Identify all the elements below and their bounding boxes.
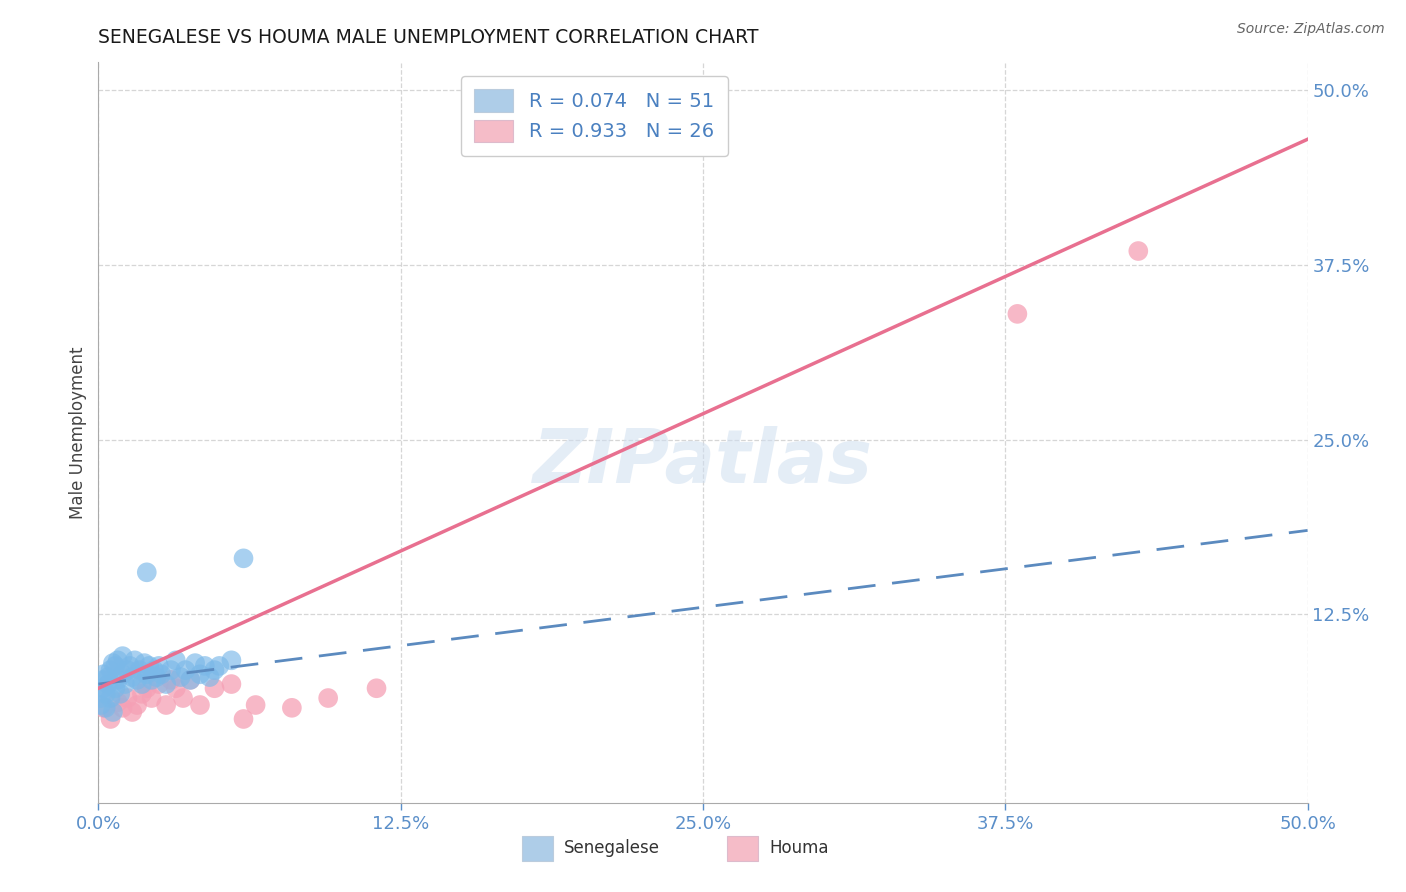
Point (111, 701, 134, 715)
Point (150, 667, 173, 681)
Point (188, 698, 211, 712)
Text: ZIPatlas: ZIPatlas (533, 425, 873, 499)
Point (174, 663, 197, 677)
Point (245, 698, 267, 712)
Point (281, 701, 304, 715)
Point (114, 677, 136, 691)
Point (198, 670, 221, 684)
Point (148, 659, 170, 673)
Point (101, 656, 124, 670)
Point (145, 670, 167, 684)
Point (107, 673, 129, 687)
Point (160, 673, 183, 687)
Text: Source: ZipAtlas.com: Source: ZipAtlas.com (1237, 22, 1385, 37)
Point (91, 701, 114, 715)
Point (104, 681, 127, 696)
Point (97, 677, 120, 691)
Point (208, 659, 231, 673)
Point (101, 705, 124, 719)
Point (127, 698, 149, 712)
Point (90, 698, 112, 712)
Point (117, 691, 139, 706)
Point (366, 681, 388, 696)
Point (141, 673, 163, 687)
Point (155, 698, 177, 712)
Point (1007, 307, 1029, 321)
Point (232, 551, 254, 566)
Point (111, 667, 134, 681)
Point (127, 673, 149, 687)
Point (1128, 244, 1150, 258)
Point (172, 691, 194, 706)
Text: Houma: Houma (769, 839, 830, 857)
Point (117, 663, 139, 677)
Point (232, 712, 254, 726)
Point (131, 677, 153, 691)
Point (118, 659, 141, 673)
Point (100, 691, 122, 706)
Point (107, 653, 129, 667)
Point (111, 649, 134, 664)
Point (90, 691, 112, 706)
Point (91, 681, 114, 696)
Point (194, 659, 217, 673)
Point (188, 667, 211, 681)
Point (134, 656, 156, 670)
Point (128, 663, 150, 677)
Point (184, 656, 207, 670)
Point (204, 681, 226, 696)
Y-axis label: Male Unemployment: Male Unemployment (69, 346, 87, 519)
Point (135, 667, 157, 681)
Point (91, 667, 114, 681)
Point (135, 681, 157, 696)
Point (94, 701, 117, 715)
Point (121, 670, 143, 684)
Point (108, 687, 131, 701)
Point (179, 673, 201, 687)
Point (131, 687, 153, 701)
Point (97, 670, 120, 684)
Point (91, 673, 114, 687)
Legend: R = 0.074   N = 51, R = 0.933   N = 26: R = 0.074 N = 51, R = 0.933 N = 26 (461, 76, 727, 156)
Point (135, 566, 157, 580)
Text: Senegalese: Senegalese (564, 839, 659, 857)
Point (148, 677, 170, 691)
Point (107, 695, 129, 709)
Point (165, 681, 187, 696)
Point (100, 663, 122, 677)
Point (143, 663, 166, 677)
Point (169, 670, 191, 684)
Point (100, 712, 122, 726)
Point (179, 673, 201, 687)
Text: SENEGALESE VS HOUMA MALE UNEMPLOYMENT CORRELATION CHART: SENEGALESE VS HOUMA MALE UNEMPLOYMENT CO… (98, 28, 759, 47)
Point (316, 691, 339, 706)
Point (165, 653, 187, 667)
Point (160, 663, 183, 677)
Point (94, 687, 117, 701)
Point (124, 653, 146, 667)
Point (138, 659, 160, 673)
Point (104, 659, 127, 673)
Point (221, 677, 243, 691)
Point (155, 677, 177, 691)
Point (121, 705, 143, 719)
Point (221, 653, 243, 667)
Point (141, 691, 163, 706)
Point (204, 663, 226, 677)
